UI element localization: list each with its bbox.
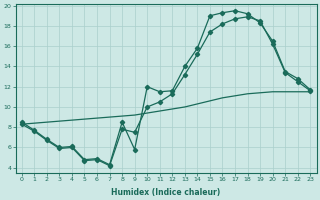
X-axis label: Humidex (Indice chaleur): Humidex (Indice chaleur) (111, 188, 221, 197)
